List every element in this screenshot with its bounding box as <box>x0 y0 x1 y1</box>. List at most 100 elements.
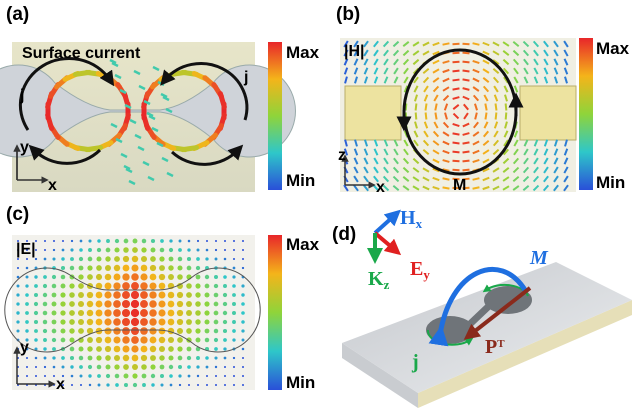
field-dot <box>34 338 38 342</box>
field-dot <box>133 383 137 387</box>
field-dot <box>104 291 111 298</box>
field-dot <box>104 309 111 316</box>
field-dot <box>97 374 101 378</box>
field-dot <box>123 265 130 272</box>
field-dot <box>105 283 112 290</box>
field-dot <box>71 375 74 378</box>
field-dot <box>159 328 166 335</box>
field-dot <box>223 311 227 315</box>
field-dot <box>205 329 210 334</box>
field-dot <box>26 366 28 368</box>
field-dot <box>187 365 191 369</box>
field-dot <box>79 257 83 261</box>
field-dot <box>132 364 138 370</box>
panel-label: (b) <box>336 4 360 25</box>
field-dot <box>16 311 19 314</box>
field-dot <box>124 374 129 379</box>
field-dot <box>61 338 66 343</box>
field-dot <box>25 302 29 306</box>
field-dot <box>69 319 75 325</box>
annotation: j <box>243 69 248 86</box>
field-dot <box>159 274 165 280</box>
field-dot <box>61 365 64 368</box>
field-dot <box>44 249 46 251</box>
field-dot <box>17 285 20 288</box>
field-dot <box>34 329 38 333</box>
field-dot <box>158 309 165 316</box>
axis-label: z <box>338 147 346 164</box>
field-dot <box>60 292 65 297</box>
field-dot <box>168 274 174 280</box>
h-arrow <box>375 215 395 233</box>
field-dot <box>205 338 210 343</box>
field-dot <box>60 310 65 315</box>
field-arrow <box>453 152 460 153</box>
field-dot <box>241 293 244 296</box>
field-dot <box>232 293 236 297</box>
metal-block <box>345 86 401 140</box>
field-dot <box>206 384 208 386</box>
field-dot <box>205 257 208 260</box>
field-dot <box>53 375 55 377</box>
field-dot <box>160 365 165 370</box>
field-dot <box>52 320 57 325</box>
field-dot <box>140 282 148 290</box>
field-dot <box>78 310 84 316</box>
field-dot <box>206 240 208 242</box>
field-dot <box>114 256 120 262</box>
panel-a: (a) Surface current j j y x Max Min <box>0 4 320 194</box>
field-dot <box>242 240 244 242</box>
field-dot <box>224 375 226 377</box>
field-dot <box>35 357 38 360</box>
field-dot <box>223 338 227 342</box>
field-dot <box>87 337 93 343</box>
annotation: j <box>19 87 24 104</box>
field-dot <box>159 283 166 290</box>
field-dot <box>122 336 129 343</box>
field-dot <box>241 284 244 287</box>
field-dot <box>242 366 244 368</box>
field-arrow <box>463 170 470 171</box>
field-dot <box>215 384 217 386</box>
field-dot <box>25 311 29 315</box>
field-dot <box>87 346 92 351</box>
field-dot <box>150 346 156 352</box>
field-dot <box>78 274 83 279</box>
field-dot <box>242 348 245 351</box>
field-dot <box>43 347 46 350</box>
field-dot <box>114 247 119 252</box>
field-dot <box>106 239 110 243</box>
field-dot <box>233 375 235 377</box>
field-dot <box>122 291 130 299</box>
field-dot <box>88 248 92 252</box>
field-dot <box>215 249 217 251</box>
field-dot <box>34 320 38 324</box>
field-dot <box>223 320 227 324</box>
field-dot <box>87 301 93 307</box>
field-dot <box>123 256 129 262</box>
field-arrow <box>496 113 497 120</box>
field-dot <box>26 375 28 377</box>
field-arrow <box>463 79 470 80</box>
field-dot <box>44 258 47 261</box>
field-dot <box>151 383 154 386</box>
field-dot <box>178 248 182 252</box>
field-dot <box>196 275 201 280</box>
colorbar-max: Max <box>286 235 320 254</box>
field-dot <box>168 292 175 299</box>
field-dot <box>160 383 163 386</box>
field-dot <box>159 355 164 360</box>
field-arrow <box>496 104 497 111</box>
field-dot <box>53 249 55 251</box>
field-dot <box>122 300 130 308</box>
field-dot <box>26 357 28 359</box>
field-arrow <box>453 143 460 144</box>
annotation-moment: M <box>529 247 549 269</box>
field-dot <box>177 274 183 280</box>
field-dot <box>177 337 183 343</box>
field-dot <box>43 311 48 316</box>
field-dot <box>78 283 84 289</box>
field-dot <box>124 239 129 244</box>
e-arrow <box>375 233 395 250</box>
field-dot <box>52 302 57 307</box>
